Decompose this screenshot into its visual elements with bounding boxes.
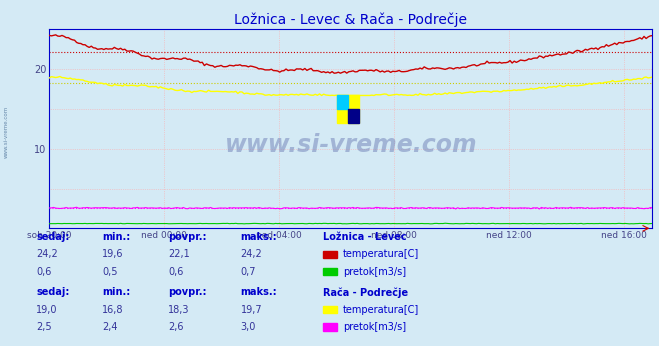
Text: povpr.:: povpr.: <box>168 232 206 242</box>
Text: 2,6: 2,6 <box>168 322 184 332</box>
Text: min.:: min.: <box>102 232 130 242</box>
Text: 19,7: 19,7 <box>241 305 262 315</box>
Title: Ložnica - Levec & Rača - Podrečje: Ložnica - Levec & Rača - Podrečje <box>235 12 467 27</box>
Text: 24,2: 24,2 <box>36 249 58 259</box>
Text: 3,0: 3,0 <box>241 322 256 332</box>
Text: pretok[m3/s]: pretok[m3/s] <box>343 322 406 332</box>
Text: min.:: min.: <box>102 288 130 297</box>
Text: 16,8: 16,8 <box>102 305 124 315</box>
Text: 0,6: 0,6 <box>168 267 183 276</box>
Text: 0,5: 0,5 <box>102 267 118 276</box>
Text: 22,1: 22,1 <box>168 249 190 259</box>
Text: Rača - Podrečje: Rača - Podrečje <box>323 287 408 298</box>
Bar <box>337 95 348 109</box>
Text: sedaj:: sedaj: <box>36 232 70 242</box>
Text: 0,6: 0,6 <box>36 267 51 276</box>
Text: 24,2: 24,2 <box>241 249 262 259</box>
Text: temperatura[C]: temperatura[C] <box>343 249 419 259</box>
Text: maks.:: maks.: <box>241 232 277 242</box>
Text: 18,3: 18,3 <box>168 305 190 315</box>
Text: 2,5: 2,5 <box>36 322 52 332</box>
Text: 19,6: 19,6 <box>102 249 124 259</box>
Text: Ložnica - Levec: Ložnica - Levec <box>323 232 407 242</box>
Text: pretok[m3/s]: pretok[m3/s] <box>343 267 406 276</box>
Text: 19,0: 19,0 <box>36 305 58 315</box>
Bar <box>348 109 358 123</box>
Bar <box>337 95 358 123</box>
Text: 2,4: 2,4 <box>102 322 118 332</box>
Text: www.si-vreme.com: www.si-vreme.com <box>3 105 9 158</box>
Text: 0,7: 0,7 <box>241 267 256 276</box>
Text: sedaj:: sedaj: <box>36 288 70 297</box>
Text: povpr.:: povpr.: <box>168 288 206 297</box>
Text: temperatura[C]: temperatura[C] <box>343 305 419 315</box>
Text: www.si-vreme.com: www.si-vreme.com <box>225 133 477 157</box>
Text: maks.:: maks.: <box>241 288 277 297</box>
